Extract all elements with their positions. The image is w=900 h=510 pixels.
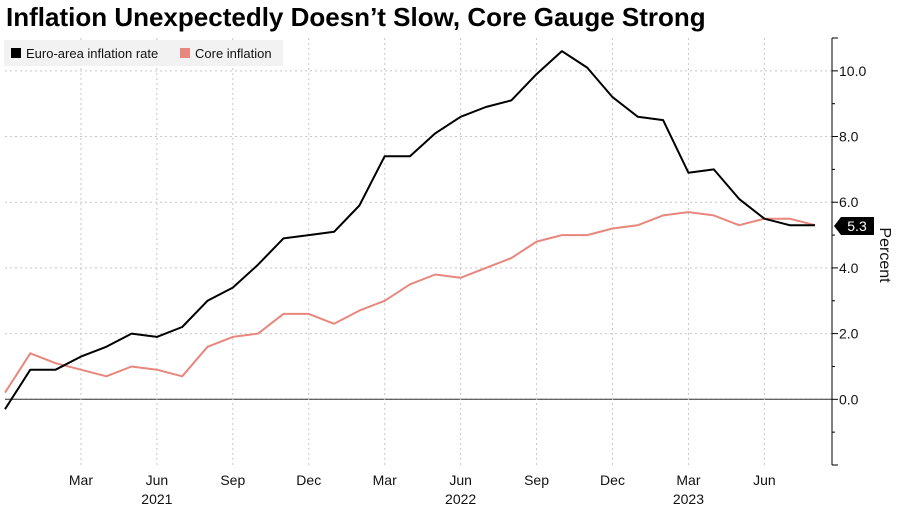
x-axis: Mar Jun Sep Dec Mar Jun Sep Dec Mar Jun 2021 2022 20… bbox=[69, 472, 776, 507]
last-value-badge-shape bbox=[834, 217, 874, 235]
x-year-label: 2023 bbox=[673, 491, 704, 507]
x-tick-label: Mar bbox=[69, 472, 93, 488]
series-line-core-inflation bbox=[4, 211, 816, 394]
last-value-text: 5.3 bbox=[847, 218, 867, 234]
x-tick-label: Dec bbox=[296, 472, 321, 488]
y-tick-label: 6.0 bbox=[839, 194, 859, 210]
x-tick-label: Dec bbox=[600, 472, 625, 488]
grid bbox=[5, 38, 832, 465]
x-year-label: 2021 bbox=[141, 491, 172, 507]
x-tick-label: Jun bbox=[449, 472, 472, 488]
legend: Euro-area inflation rate Core inflation bbox=[4, 40, 283, 66]
legend-swatch-core bbox=[180, 48, 190, 58]
legend-label-euro-area: Euro-area inflation rate bbox=[26, 46, 158, 61]
y-tick-label: 2.0 bbox=[839, 326, 859, 342]
y-tick-label: 0.0 bbox=[839, 391, 859, 407]
legend-swatch-euro-area bbox=[11, 48, 21, 58]
x-tick-label: Sep bbox=[220, 472, 245, 488]
y-tick-label: 10.0 bbox=[839, 63, 866, 79]
y-tick-label: 4.0 bbox=[839, 260, 859, 276]
x-year-label: 2022 bbox=[445, 491, 476, 507]
series-lines bbox=[4, 50, 816, 410]
y-axis-label: Percent bbox=[876, 227, 893, 283]
x-tick-label: Sep bbox=[524, 472, 549, 488]
x-tick-label: Jun bbox=[753, 472, 776, 488]
last-value-badge: 5.3 bbox=[834, 217, 874, 235]
x-tick-label: Mar bbox=[676, 472, 700, 488]
legend-background bbox=[4, 40, 283, 66]
legend-label-core: Core inflation bbox=[195, 46, 272, 61]
x-tick-label: Mar bbox=[373, 472, 397, 488]
series-line-euro-area-inflation bbox=[4, 50, 815, 410]
y-axis: 0.0 2.0 4.0 6.0 8.0 10.0 bbox=[831, 37, 866, 466]
y-tick-label: 8.0 bbox=[839, 129, 859, 145]
x-tick-label: Jun bbox=[146, 472, 169, 488]
chart-title: Inflation Unexpectedly Doesn’t Slow, Cor… bbox=[6, 2, 706, 32]
